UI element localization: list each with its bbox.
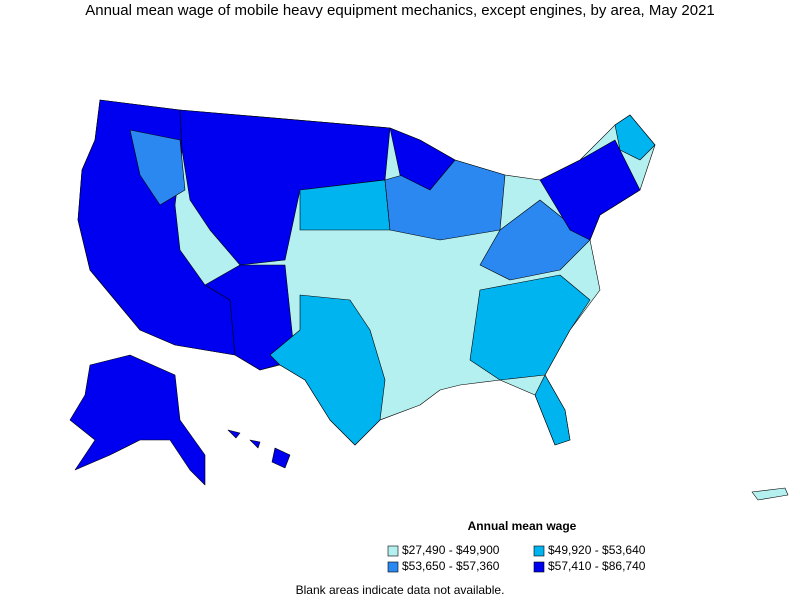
legend-swatch xyxy=(387,545,399,557)
map xyxy=(69,99,789,501)
legend: $27,490 - $49,900 $49,920 - $53,640 $53,65… xyxy=(387,543,646,573)
idaho-region xyxy=(129,129,186,206)
new-england-region xyxy=(614,114,656,161)
legend-swatch xyxy=(533,561,545,573)
southeast-region xyxy=(469,274,591,381)
footnote: Blank areas indicate data not available. xyxy=(296,583,505,597)
legend-swatch xyxy=(387,561,399,573)
legend-label: $57,410 - $86,740 xyxy=(548,559,646,573)
legend-label: $53,650 - $57,360 xyxy=(402,559,500,573)
legend-swatch xyxy=(533,545,545,557)
legend-label: $49,920 - $53,640 xyxy=(548,543,646,557)
map-title: Annual mean wage of mobile heavy equipme… xyxy=(85,2,715,19)
southwest-region xyxy=(204,264,296,371)
puerto-rico xyxy=(751,487,789,501)
northeast-region xyxy=(539,139,641,241)
great-lakes-region xyxy=(389,127,456,191)
legend-label: $27,490 - $49,900 xyxy=(402,543,500,557)
hawaii xyxy=(227,429,291,469)
mountain-region xyxy=(179,109,391,266)
florida-region xyxy=(534,374,571,446)
ohio-valley-region xyxy=(479,199,591,281)
texas-region xyxy=(269,294,386,446)
legend-title: Annual mean wage xyxy=(468,519,577,533)
alaska xyxy=(69,354,206,486)
